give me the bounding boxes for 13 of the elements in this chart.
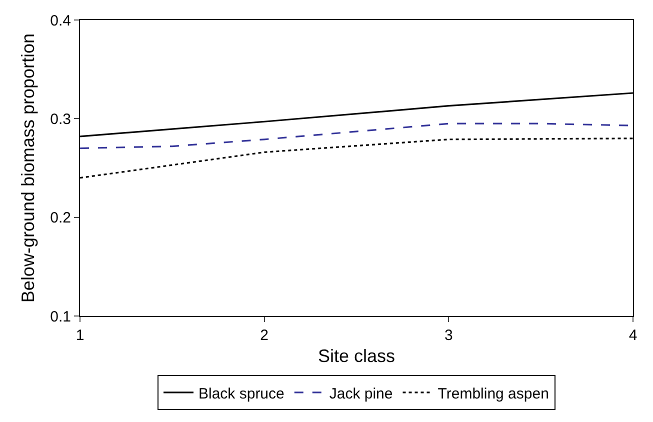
legend-label: Jack pine bbox=[329, 385, 393, 402]
x-tick-label: 2 bbox=[260, 327, 268, 344]
legend-label: Trembling aspen bbox=[438, 385, 549, 402]
y-tick-label: 0.3 bbox=[50, 110, 71, 128]
y-axis-title: Below-ground biomass proportion bbox=[18, 33, 38, 303]
y-tick-label: 0.4 bbox=[50, 12, 71, 30]
x-tick-label: 1 bbox=[76, 327, 84, 344]
x-tick-label: 3 bbox=[444, 327, 453, 344]
x-tick-label: 4 bbox=[628, 327, 638, 344]
legend-label: Black spruce bbox=[198, 385, 284, 402]
y-tick-label: 0.2 bbox=[50, 210, 71, 227]
y-tick-label: 0.1 bbox=[50, 308, 71, 326]
x-axis-title: Site class bbox=[318, 346, 396, 366]
